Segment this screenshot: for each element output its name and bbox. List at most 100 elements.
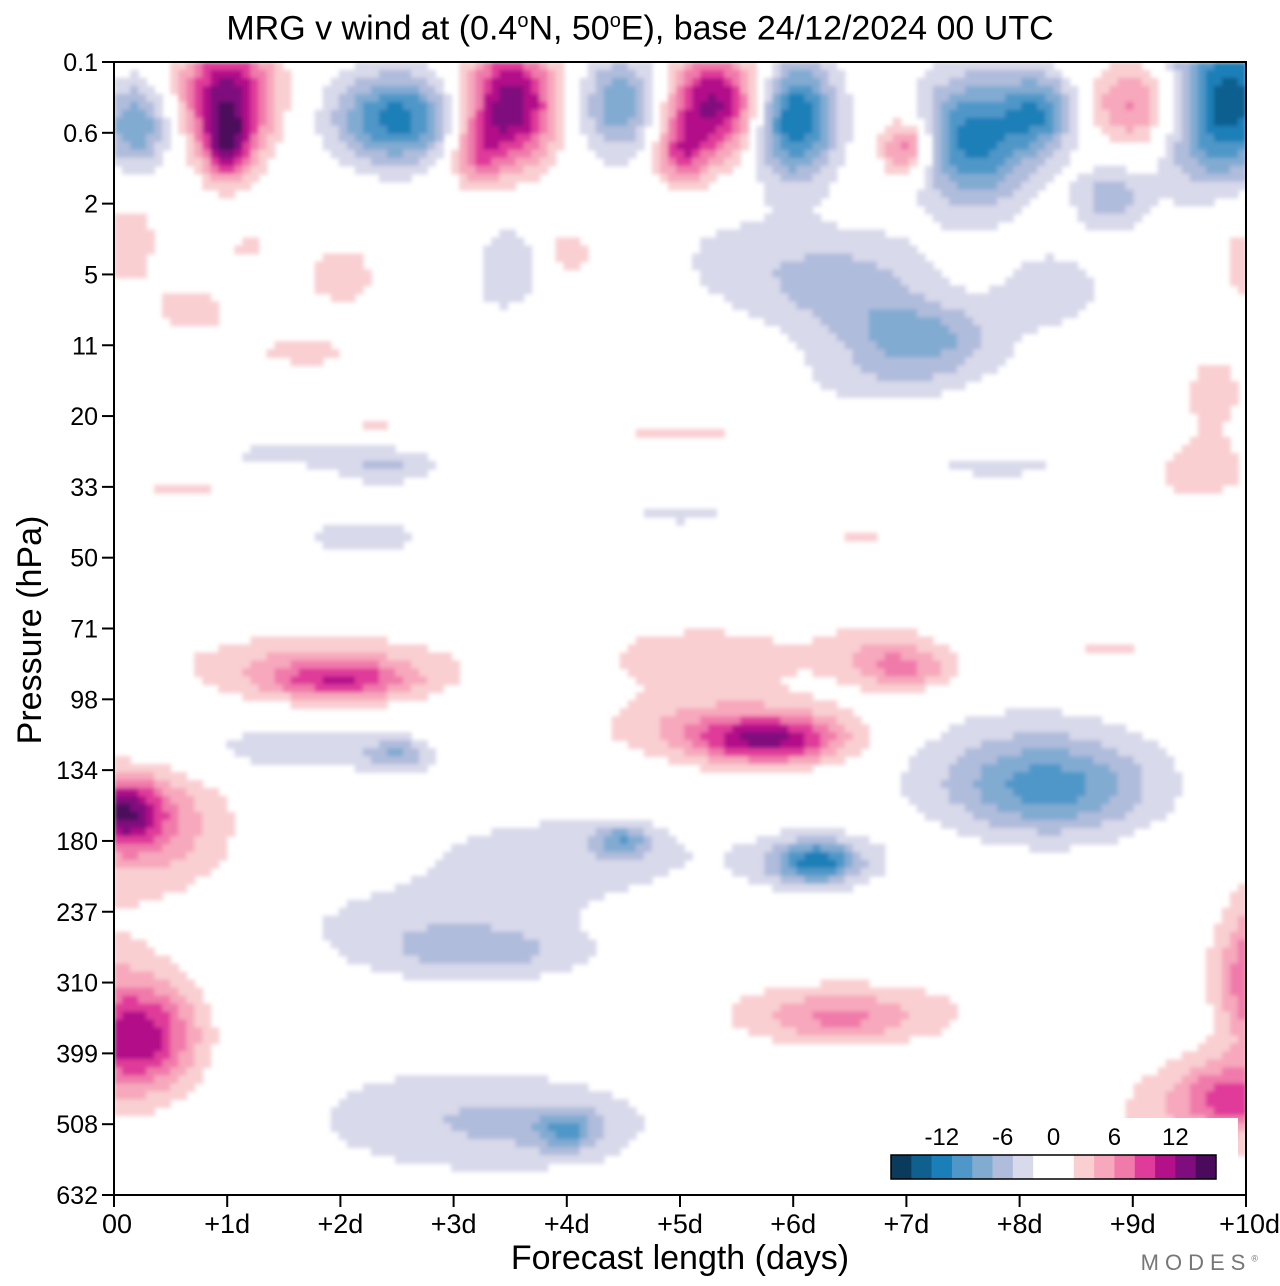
contour-cell [290,676,324,686]
contour-cell [908,157,918,167]
contour-cell [780,859,790,869]
contour-cell [740,62,758,71]
contour-cell [1181,77,1191,87]
contour-cell [1005,708,1063,718]
contour-cell [788,859,798,869]
contour-cell [483,109,493,119]
contour-cell [667,62,685,71]
contour-cell [1237,1131,1246,1140]
contour-cell [876,373,934,382]
contour-cell [884,349,942,359]
contour-cell [724,133,733,143]
contour-cell [170,979,196,989]
contour-cell [684,149,693,159]
contour-cell [555,245,589,255]
contour-cell [1045,157,1071,167]
contour-cell [932,173,950,183]
colorbar-label: 0 [1047,1124,1060,1151]
contour-cell [427,93,444,103]
contour-cell [651,141,661,151]
contour-cell [780,285,910,295]
contour-cell [122,109,147,119]
contour-cell [748,85,758,95]
contour-cell [194,660,252,670]
contour-cell [451,165,461,175]
contour-cell [973,317,1063,327]
contour-cell [258,109,268,119]
contour-cell [684,724,709,734]
contour-cell [1205,85,1215,95]
contour-cell [667,141,677,151]
contour-cell [154,835,171,845]
contour-cell [932,117,942,127]
contour-cell [973,349,1014,359]
contour-cell [684,109,701,119]
contour-cell [491,62,525,71]
contour-cell [242,452,428,462]
contour-cell [916,93,934,103]
contour-cell [684,85,693,95]
contour-cell [780,117,814,127]
contour-cell [346,955,420,965]
contour-cell [114,85,131,95]
contour-cell [162,796,171,805]
contour-cell [523,165,549,175]
contour-cell [1173,197,1215,207]
contour-cell [178,827,204,837]
contour-cell [692,101,701,111]
contour-cell [1205,947,1223,957]
contour-cell [483,261,533,271]
contour-cell [667,149,685,159]
contour-cell [659,732,685,742]
x-tick-label: 00 [102,1209,132,1239]
contour-cell [1045,69,1063,79]
contour-cell [740,716,782,726]
contour-cell [804,357,854,366]
contour-cell [138,812,147,821]
contour-cell [146,796,163,805]
contour-cell [154,772,188,781]
contour-cell [1197,117,1207,127]
contour-cell [114,835,155,845]
contour-cell [820,77,830,87]
contour-cell [210,109,220,119]
contour-cell [1213,1107,1246,1117]
contour-cell [836,867,846,877]
contour-cell [948,93,1006,103]
contour-cell [1189,62,1199,71]
contour-cell [940,101,958,111]
contour-cell [587,141,645,151]
contour-cell [1205,971,1223,981]
contour-cell [667,69,677,79]
contour-cell [274,668,300,678]
contour-cell [1133,1091,1167,1101]
contour-cell [338,157,372,167]
contour-cell [539,117,549,127]
contour-cell [756,835,798,845]
contour-cell [1197,109,1207,119]
colorbar: -12 -6 0 6 12 [873,1118,1238,1188]
contour-cell [587,93,605,103]
contour-cell [716,109,733,119]
contour-cell [1189,93,1199,103]
contour-cell [362,1083,589,1093]
contour-cell [210,125,220,135]
contour-cell [764,987,926,997]
contour-cell [539,947,597,957]
contour-cell [282,684,316,694]
contour-cell [138,796,147,805]
contour-cell [467,1131,541,1140]
contour-cell [1229,1019,1246,1029]
contour-cell [386,748,404,757]
contour-cell [732,1019,782,1029]
contour-cell [812,101,822,111]
contour-cell [1205,77,1223,87]
contour-cell [868,1011,910,1021]
contour-cell [780,141,814,151]
contour-cell [146,141,155,151]
contour-cell [194,125,204,135]
contour-cell [314,532,412,542]
contour-cell [844,724,870,734]
contour-cell [940,189,1014,199]
contour-cell [459,62,477,71]
